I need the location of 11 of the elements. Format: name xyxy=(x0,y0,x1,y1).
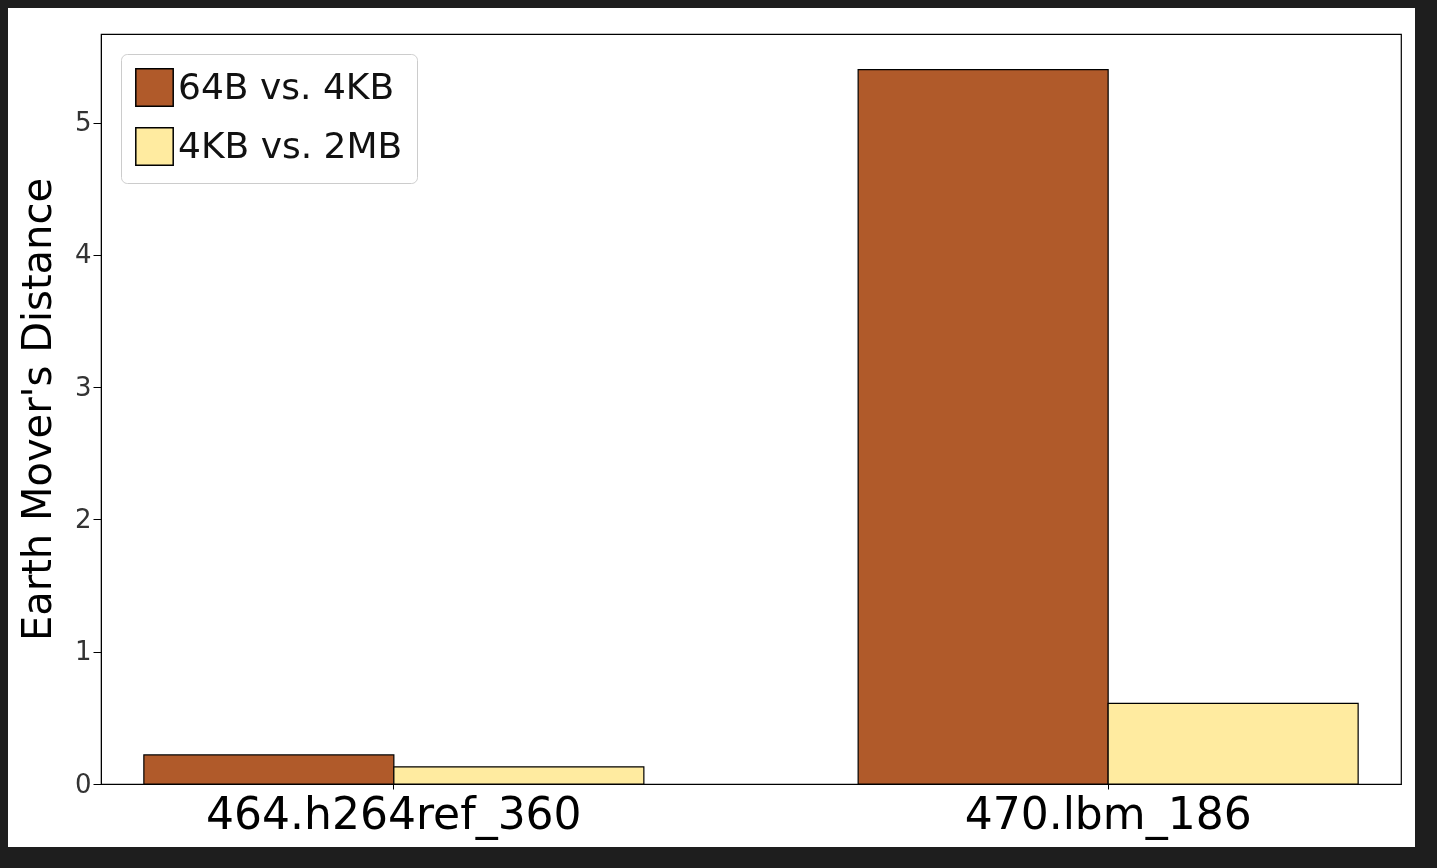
y-tick-label: 0 xyxy=(74,768,92,799)
y-tick-label: 1 xyxy=(74,636,92,667)
legend-label: 64B vs. 4KB xyxy=(178,65,395,107)
x-tick-label: 464.h264ref_360 xyxy=(206,787,582,840)
y-tick-label: 5 xyxy=(74,107,92,138)
y-tick-label: 3 xyxy=(74,371,92,402)
y-tick-label: 4 xyxy=(74,239,92,270)
y-tick-label: 2 xyxy=(74,503,92,534)
legend-label: 4KB vs. 2MB xyxy=(178,124,403,166)
x-tick-label: 470.lbm_186 xyxy=(964,787,1252,840)
y-axis-title: Earth Mover's Distance xyxy=(13,177,60,642)
